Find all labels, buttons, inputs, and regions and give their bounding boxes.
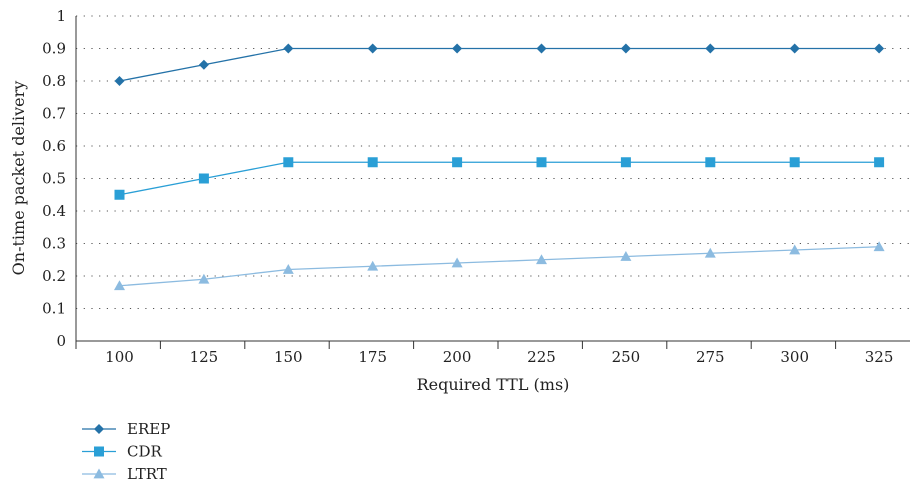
gridlines [76, 15, 910, 309]
point-cdr-250 [620, 157, 631, 168]
x-tick-label-5: 225 [527, 348, 556, 366]
point-ltrt-175 [367, 260, 379, 271]
series-cdr [114, 157, 885, 200]
legend-item-cdr: CDR [82, 443, 163, 461]
series-line-erep [119, 47, 880, 82]
point-erep-150 [283, 43, 294, 54]
series-line-cdr [119, 161, 880, 196]
y-tick-label-6: 0.6 [42, 137, 66, 155]
y-tick-label-9: 0.9 [42, 40, 66, 58]
series-line-ltrt [119, 246, 880, 287]
point-cdr-225 [536, 157, 547, 168]
point-erep-300 [789, 43, 800, 54]
x-tick-label-6: 250 [612, 348, 641, 366]
x-tick-label-4: 200 [443, 348, 472, 366]
legend-marker-cdr [94, 446, 104, 457]
point-cdr-150 [283, 157, 294, 168]
point-ltrt-100 [114, 280, 125, 291]
y-tick-label-7: 0.7 [42, 105, 66, 123]
point-ltrt-275 [704, 247, 716, 258]
point-cdr-100 [114, 189, 125, 200]
y-axis-label: On-time packet delivery [9, 81, 28, 276]
x-tick-label-9: 325 [865, 348, 894, 366]
legend-label-cdr: CDR [127, 443, 163, 461]
x-tick-label-2: 150 [274, 348, 303, 366]
y-tick-label-10: 1 [56, 7, 66, 25]
y-tick-label-3: 0.3 [42, 235, 66, 253]
x-tick-label-1: 125 [190, 348, 219, 366]
point-erep-275 [705, 43, 716, 54]
point-erep-250 [620, 43, 631, 54]
legend: EREP CDR LTRT [82, 420, 170, 483]
point-ltrt-300 [789, 244, 801, 255]
point-cdr-175 [367, 157, 378, 168]
x-axis-ticks: 100 125 150 175 200 225 250 275 300 325 [105, 348, 893, 366]
legend-label-erep: EREP [127, 420, 170, 438]
legend-label-ltrt: LTRT [127, 465, 167, 483]
x-tick-label-8: 300 [780, 348, 809, 366]
series-group [114, 43, 885, 291]
point-cdr-200 [452, 157, 463, 168]
point-cdr-275 [705, 157, 716, 168]
point-cdr-125 [198, 173, 209, 184]
point-ltrt-150 [282, 264, 294, 274]
legend-item-erep: EREP [82, 420, 170, 438]
point-cdr-325 [874, 157, 885, 168]
series-erep [114, 43, 885, 86]
point-erep-325 [874, 43, 885, 54]
point-ltrt-250 [620, 251, 632, 261]
point-cdr-300 [789, 157, 800, 168]
y-axis-ticks: 0 0.1 0.2 0.3 0.4 0.5 0.6 0.7 0.8 0.9 1 [42, 7, 66, 350]
point-ltrt-325 [873, 241, 885, 252]
y-tick-label-0: 0 [56, 332, 66, 350]
x-tick-label-0: 100 [105, 348, 134, 366]
point-ltrt-225 [536, 254, 547, 265]
x-axis-label: Required TTL (ms) [417, 375, 570, 394]
y-tick-label-1: 0.1 [42, 300, 66, 318]
x-tick-label-7: 275 [696, 348, 725, 366]
point-erep-175 [367, 43, 378, 54]
point-erep-200 [452, 43, 463, 54]
legend-marker-ltrt [93, 468, 105, 479]
point-ltrt-200 [451, 257, 463, 268]
legend-item-ltrt: LTRT [82, 465, 167, 483]
point-ltrt-125 [198, 273, 210, 284]
point-erep-100 [114, 76, 125, 86]
x-tick-label-3: 175 [358, 348, 387, 366]
legend-marker-erep [94, 424, 104, 434]
y-tick-label-5: 0.5 [42, 170, 66, 188]
y-tick-label-4: 0.4 [42, 202, 66, 220]
series-ltrt [114, 241, 885, 291]
y-tick-label-2: 0.2 [42, 267, 66, 285]
point-erep-225 [536, 43, 547, 54]
point-erep-125 [198, 59, 209, 70]
axes [75, 16, 910, 349]
y-tick-label-8: 0.8 [42, 72, 66, 90]
